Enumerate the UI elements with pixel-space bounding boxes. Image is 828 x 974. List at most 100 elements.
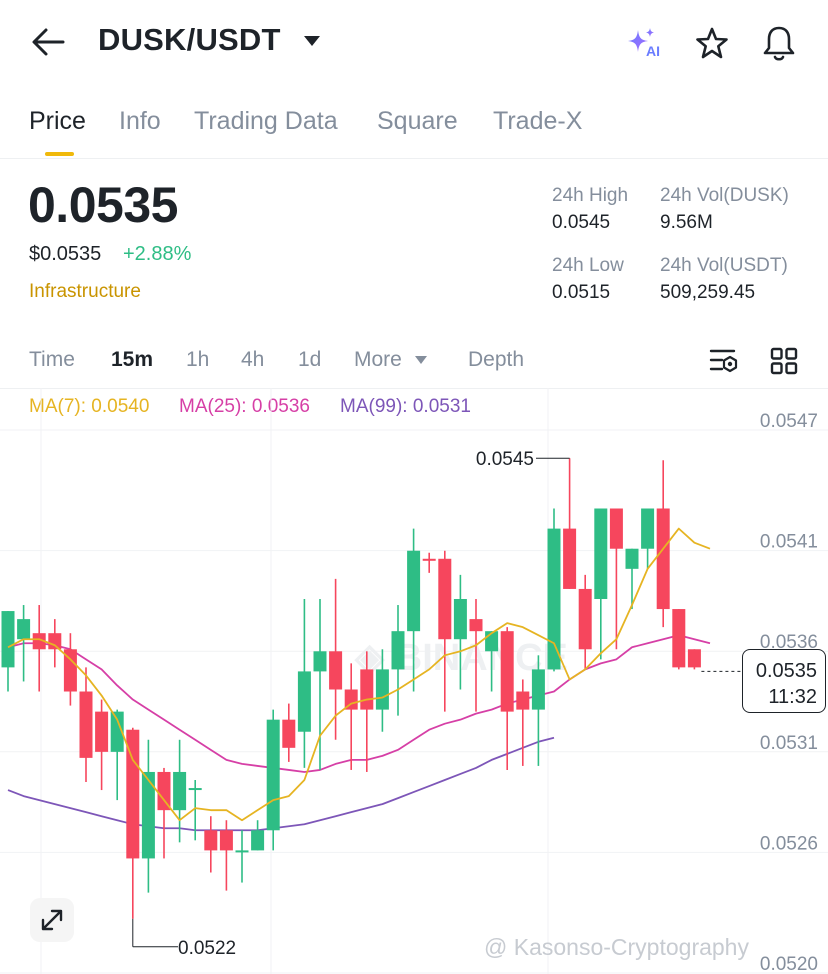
candle-body (469, 619, 483, 632)
active-tab-indicator (45, 152, 74, 156)
high-value: 0.0545 (552, 212, 611, 233)
star-icon[interactable] (695, 26, 729, 60)
tab-square[interactable]: Square (377, 107, 458, 135)
low-marker-label: 0.0522 (178, 938, 236, 959)
expand-chart-button[interactable] (30, 898, 74, 942)
candle-body (578, 588, 592, 650)
candle-body (110, 711, 124, 752)
candle-body (17, 619, 31, 640)
usd-price: $0.0535 (29, 243, 102, 265)
candle-body (219, 830, 233, 851)
bell-icon[interactable] (762, 24, 796, 62)
candle-body (438, 558, 452, 640)
candle-body (641, 508, 655, 549)
candle-body (344, 689, 358, 710)
ma7-legend: MA(7): 0.0540 (29, 396, 150, 417)
candle-body (204, 830, 218, 851)
back-arrow-icon[interactable] (30, 26, 66, 58)
candle-body (297, 671, 311, 732)
candle-body (48, 633, 62, 650)
candle-body (375, 669, 389, 710)
tf-time[interactable]: Time (29, 348, 75, 371)
ai-label: AI (646, 43, 660, 59)
indicator-settings-icon[interactable] (708, 346, 740, 376)
candle-body (422, 558, 436, 561)
dropdown-caret-icon[interactable] (302, 34, 322, 48)
tab-info[interactable]: Info (119, 107, 161, 135)
candle-countdown: 11:32 (768, 686, 817, 708)
ma99-line (7, 736, 555, 832)
ma7-line (7, 527, 711, 822)
high-label: 24h High (552, 185, 629, 206)
tf-4h[interactable]: 4h (241, 348, 265, 371)
candle-body (282, 719, 296, 748)
tf-1d[interactable]: 1d (298, 348, 322, 371)
sector-tag[interactable]: Infrastructure (29, 281, 141, 302)
candle-body (500, 631, 514, 712)
last-price-box: 0.0535 11:32 (742, 649, 826, 713)
tf-depth[interactable]: Depth (468, 348, 525, 371)
last-price: 0.0535 (28, 177, 178, 233)
y-tick-label: 0.0547 (760, 411, 818, 432)
candle-body (95, 711, 109, 752)
candle-body (157, 771, 171, 811)
candle-body (141, 771, 155, 859)
ma25-legend: MA(25): 0.0536 (179, 396, 310, 417)
tab-bar: Price Info Trading Data Square Trade-X (0, 100, 828, 159)
pair-title[interactable]: DUSK/USDT (98, 22, 281, 57)
low-label: 24h Low (552, 255, 624, 276)
candle-body (453, 599, 467, 640)
tf-1h[interactable]: 1h (186, 348, 210, 371)
candle-body (251, 830, 265, 851)
candle-body (32, 633, 46, 650)
tf-more[interactable]: More (354, 348, 402, 371)
candlestick-chart[interactable]: ◈ BINANCE 0.05470.05410.05360.05310.0526… (0, 388, 828, 974)
more-caret-icon[interactable] (414, 355, 428, 365)
candle-body (266, 719, 280, 831)
y-tick-label: 0.0531 (760, 733, 818, 754)
vol-quote-label: 24h Vol(USDT) (660, 255, 788, 276)
ma99-legend: MA(99): 0.0531 (340, 396, 471, 417)
last-price-label: 0.0535 (755, 660, 817, 682)
candle-body (516, 691, 530, 710)
tab-price[interactable]: Price (29, 107, 86, 135)
vol-quote-value: 509,259.45 (660, 282, 756, 303)
candle-body (609, 508, 623, 549)
candle-body (563, 528, 577, 589)
candle-body (407, 550, 421, 632)
candle-body (188, 788, 202, 791)
chart-divider (0, 388, 828, 389)
tab-trade-x[interactable]: Trade-X (493, 107, 583, 135)
candle-body (313, 651, 327, 672)
candle-body (1, 611, 15, 668)
candle-body (594, 508, 608, 599)
watermark: @ Kasonso-Cryptography (484, 934, 749, 960)
candle-body (656, 508, 670, 610)
low-value: 0.0515 (552, 282, 611, 303)
high-marker-label: 0.0545 (476, 449, 534, 470)
candle-body (547, 528, 561, 670)
y-tick-label: 0.0520 (760, 954, 818, 974)
candle-body (531, 669, 545, 710)
ai-button[interactable]: AI (626, 26, 666, 62)
tf-15m[interactable]: 15m (111, 348, 154, 371)
candle-body (360, 669, 374, 710)
y-tick-label: 0.0541 (760, 532, 818, 553)
expand-icon (41, 909, 63, 931)
candle-body (625, 548, 639, 569)
candle-body (329, 651, 343, 690)
candle-body (687, 649, 701, 668)
candle-body (672, 609, 686, 668)
ma25-line (7, 634, 711, 773)
candle-body (63, 649, 77, 692)
y-tick-label: 0.0536 (760, 632, 818, 653)
vol-base-label: 24h Vol(DUSK) (660, 185, 789, 206)
ai-sparkle-icon (628, 28, 654, 52)
candle-body (173, 771, 187, 811)
price-change: +2.88% (123, 243, 192, 265)
candle-body (79, 691, 93, 758)
vol-base-value: 9.56M (660, 212, 713, 233)
y-tick-label: 0.0526 (760, 833, 818, 854)
tab-trading-data[interactable]: Trading Data (194, 107, 338, 135)
grid-layout-icon[interactable] (770, 347, 798, 375)
